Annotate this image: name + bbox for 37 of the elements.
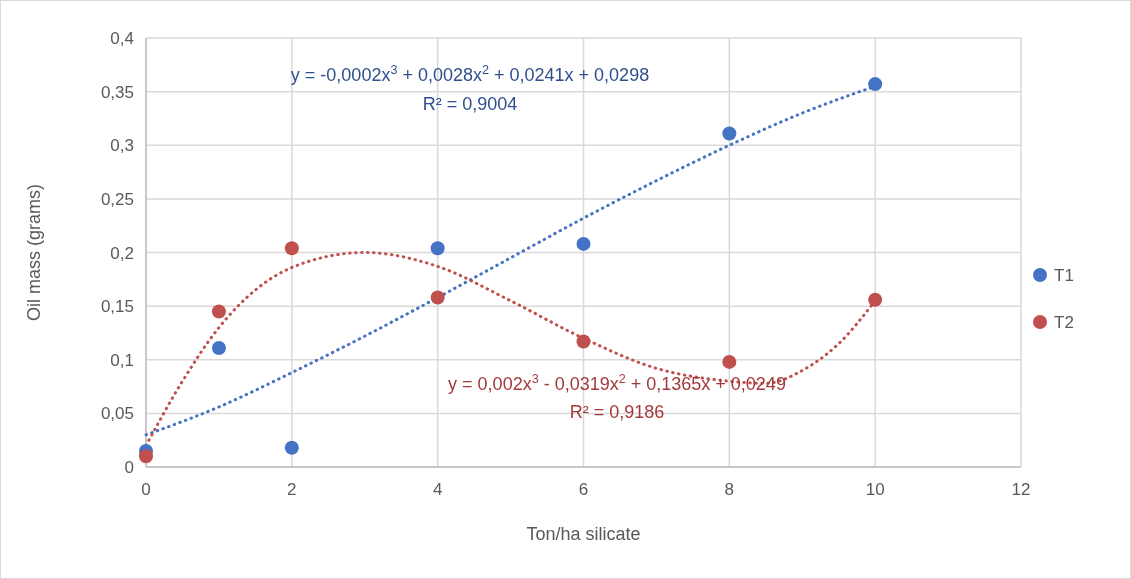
point bbox=[139, 449, 153, 464]
y-tick-label: 0,2 bbox=[110, 243, 134, 263]
y-tick-label: 0,25 bbox=[100, 189, 134, 209]
annotation: R² = 0,9186 bbox=[569, 402, 665, 422]
point bbox=[868, 77, 883, 92]
point bbox=[211, 340, 226, 355]
y-tick-label: 0,15 bbox=[100, 297, 134, 317]
y-tick-label: 0,4 bbox=[110, 29, 134, 48]
x-axis-title: Ton/ha silicate bbox=[526, 524, 641, 544]
y-tick-label: 0 bbox=[124, 458, 134, 477]
y-tick-label: 0,3 bbox=[110, 136, 134, 156]
y-axis-title: Oil mass (grams) bbox=[24, 183, 44, 322]
y-tick-label: 0,1 bbox=[110, 350, 134, 370]
point bbox=[284, 440, 299, 455]
x-tick-label: 8 bbox=[724, 480, 735, 499]
annotation: y = -0,0002x$^{3}$ + 0,0028x$^{2}$ + 0,0241x + 0,0298 bbox=[290, 63, 650, 85]
annotation: y = 0,002x$^{3}$ - 0,0319x$^{2}$ + 0,1365x + 0,0249 bbox=[448, 372, 786, 394]
point bbox=[722, 126, 737, 141]
point bbox=[868, 292, 883, 307]
annotation: R² = 0,9004 bbox=[422, 94, 518, 114]
point bbox=[576, 334, 591, 349]
x-tick-label: 4 bbox=[432, 480, 443, 499]
legend-label: T2 bbox=[1054, 313, 1074, 332]
y-tick-label: 0,05 bbox=[100, 404, 134, 424]
x-tick-label: 2 bbox=[287, 480, 297, 499]
point bbox=[430, 290, 445, 305]
point bbox=[576, 236, 591, 251]
y-tick-label: 0,35 bbox=[100, 82, 134, 102]
x-tick-label: 10 bbox=[865, 480, 885, 499]
point bbox=[722, 354, 737, 369]
point bbox=[284, 241, 299, 256]
x-tick-label: 0 bbox=[141, 480, 151, 499]
x-tick-label: 6 bbox=[578, 480, 589, 499]
x-tick-label: 12 bbox=[1011, 480, 1031, 499]
legend-label: T1 bbox=[1054, 266, 1074, 285]
point bbox=[211, 304, 226, 319]
point bbox=[430, 241, 445, 256]
